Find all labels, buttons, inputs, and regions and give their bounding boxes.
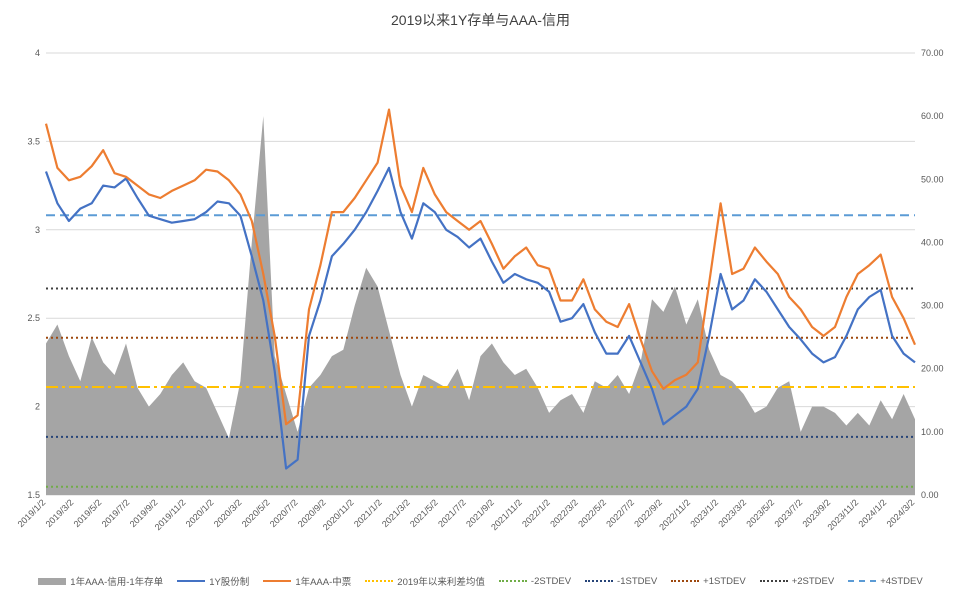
y-right-tick-label: 50.00 bbox=[921, 174, 944, 184]
x-tick-label: 2020/3/2 bbox=[212, 497, 244, 529]
x-tick-label: 2022/3/2 bbox=[548, 497, 580, 529]
legend-item: +2STDEV bbox=[759, 574, 835, 588]
x-tick-label: 2021/11/2 bbox=[489, 497, 524, 532]
legend-item: -2STDEV bbox=[498, 574, 572, 588]
x-tick-label: 2024/3/2 bbox=[885, 497, 917, 529]
legend-label: +2STDEV bbox=[791, 575, 835, 587]
legend-swatch bbox=[365, 580, 394, 582]
legend-item: 2019年以来利差均值 bbox=[365, 574, 485, 588]
x-tick-label: 2023/5/2 bbox=[744, 497, 776, 529]
x-tick-label: 2020/7/2 bbox=[268, 497, 300, 529]
legend-item: +4STDEV bbox=[848, 574, 923, 588]
legend-swatch bbox=[759, 580, 788, 582]
chart-title: 2019以来1Y存单与AAA-信用 bbox=[391, 12, 570, 28]
line-1y-aaa-mtn bbox=[44, 108, 917, 426]
y-left-tick-label: 2.5 bbox=[27, 313, 40, 323]
legend-label: 1年AAA-中票 bbox=[295, 577, 352, 588]
legend-label: +4STDEV bbox=[880, 575, 923, 587]
x-tick-label: 2020/11/2 bbox=[321, 497, 356, 532]
y-right-tick-label: 60.00 bbox=[921, 111, 944, 121]
x-tick-label: 2024/1/2 bbox=[857, 497, 889, 529]
x-tick-label: 2022/11/2 bbox=[657, 497, 692, 532]
x-tick-label: 2023/3/2 bbox=[716, 497, 748, 529]
x-tick-label: 2021/7/2 bbox=[436, 497, 468, 529]
legend-item: +1STDEV bbox=[671, 574, 746, 588]
legend-item: 1Y股份制 bbox=[177, 574, 249, 588]
legend-label: -2STDEV bbox=[530, 575, 572, 587]
x-tick-label: 2019/5/2 bbox=[72, 497, 104, 529]
y-left-tick-label: 1.5 bbox=[27, 490, 40, 500]
legend-swatch bbox=[38, 577, 67, 585]
y-left-tick-label: 4 bbox=[35, 48, 40, 58]
legend-label: +1STDEV bbox=[703, 575, 746, 587]
legend-label: 2019年以来利差均值 bbox=[397, 577, 485, 588]
area-spread bbox=[46, 116, 915, 495]
x-tick-label: 2020/1/2 bbox=[184, 497, 216, 529]
legend-item: -1STDEV bbox=[585, 574, 657, 588]
legend-swatch bbox=[498, 580, 527, 582]
legend-swatch bbox=[848, 580, 877, 582]
legend-label: 1年AAA-信用-1年存单 bbox=[70, 577, 164, 588]
x-tick-label: 2019/7/2 bbox=[100, 497, 132, 529]
legend-item: 1年AAA-信用-1年存单 bbox=[38, 574, 163, 588]
plot-area: 1.522.533.540.0010.0020.0030.0040.0050.0… bbox=[16, 48, 944, 532]
legend-swatch bbox=[585, 580, 614, 582]
y-left-tick-label: 3 bbox=[35, 225, 40, 235]
x-tick-label: 2021/5/2 bbox=[408, 497, 440, 529]
x-tick-label: 2023/11/2 bbox=[825, 497, 860, 532]
x-tick-label: 2021/3/2 bbox=[380, 497, 412, 529]
x-tick-label: 2019/1/2 bbox=[16, 497, 48, 529]
legend-swatch bbox=[671, 580, 700, 582]
x-tick-label: 2019/3/2 bbox=[44, 497, 76, 529]
legend-item: 1年AAA-中票 bbox=[263, 574, 351, 588]
x-tick-label: 2021/1/2 bbox=[352, 497, 384, 529]
y-right-tick-label: 0.00 bbox=[921, 490, 939, 500]
x-tick-label: 2023/7/2 bbox=[772, 497, 804, 529]
legend-swatch bbox=[263, 580, 292, 582]
y-left-tick-label: 2 bbox=[35, 402, 40, 412]
x-tick-label: 2023/1/2 bbox=[688, 497, 720, 529]
x-tick-label: 2022/7/2 bbox=[604, 497, 636, 529]
x-tick-label: 2022/1/2 bbox=[520, 497, 552, 529]
y-right-tick-label: 10.00 bbox=[921, 427, 944, 437]
legend-swatch bbox=[177, 580, 206, 582]
legend: 1年AAA-信用-1年存单 1Y股份制 1年AAA-中票 2019年以来利差均值 -2S… bbox=[0, 574, 961, 588]
y-right-tick-label: 40.00 bbox=[921, 237, 944, 247]
x-tick-label: 2022/5/2 bbox=[576, 497, 608, 529]
legend-label: 1Y股份制 bbox=[209, 577, 250, 588]
x-tick-label: 2019/11/2 bbox=[153, 497, 188, 532]
legend-label: -1STDEV bbox=[617, 575, 658, 587]
x-tick-label: 2020/5/2 bbox=[240, 497, 272, 529]
line-1y-joint-stock bbox=[44, 166, 916, 470]
y-left-tick-label: 3.5 bbox=[27, 136, 40, 146]
y-right-tick-label: 30.00 bbox=[921, 301, 944, 311]
y-right-tick-label: 70.00 bbox=[921, 48, 944, 58]
y-right-tick-label: 20.00 bbox=[921, 364, 944, 374]
